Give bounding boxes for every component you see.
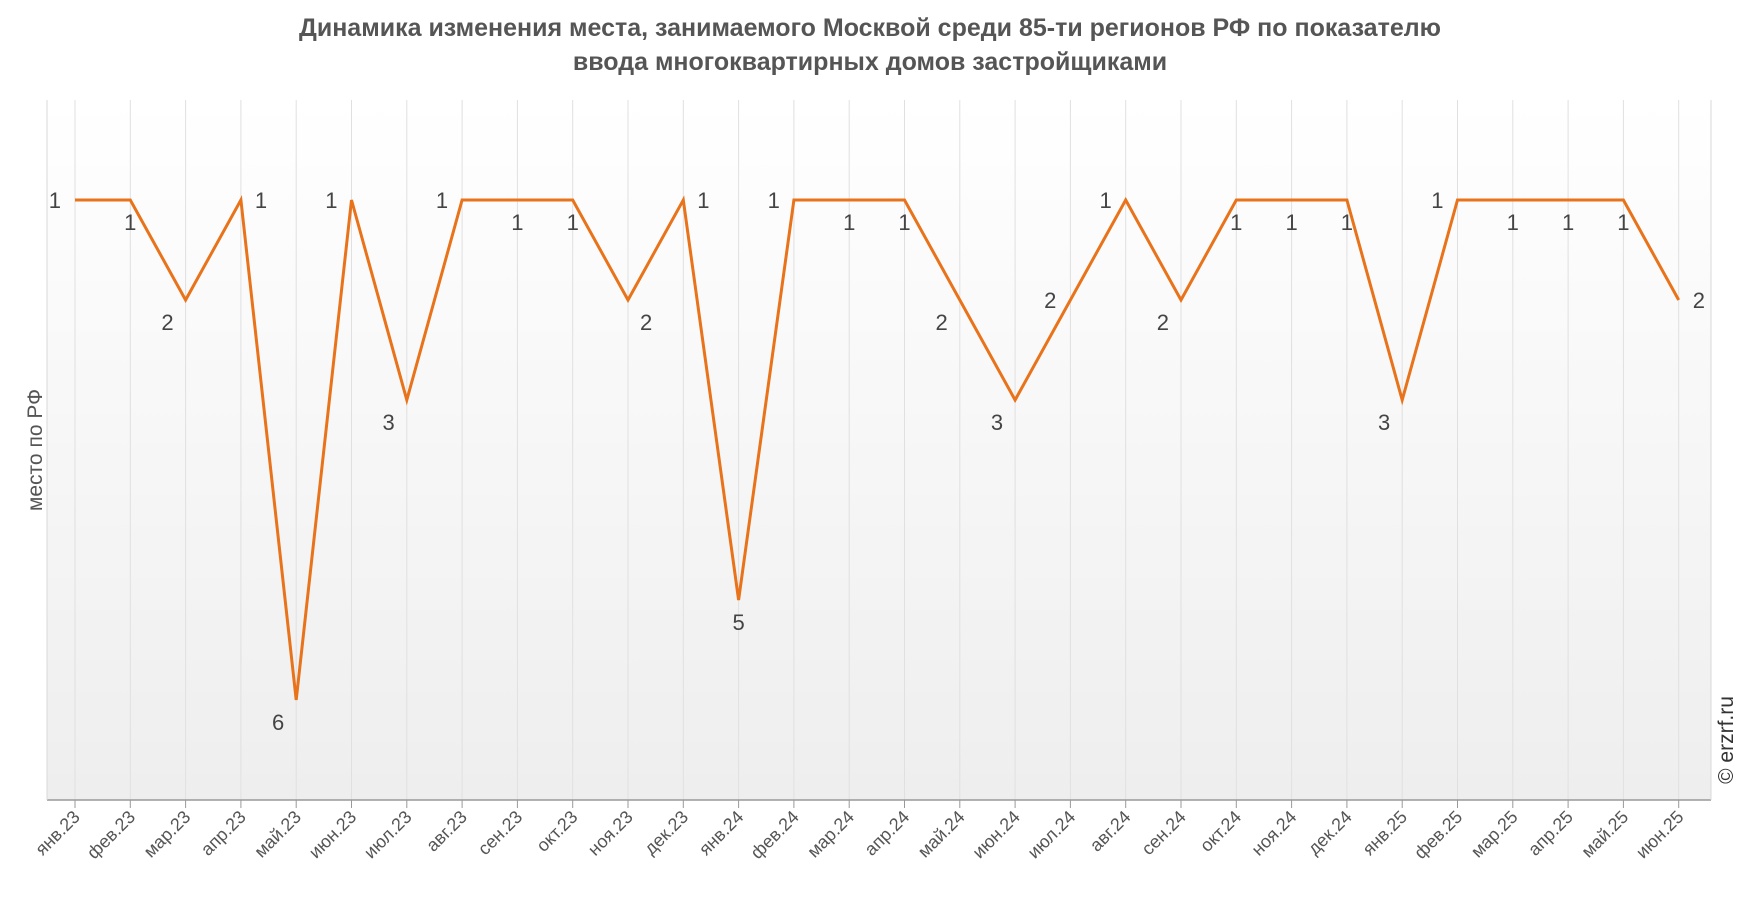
x-tick-label: апр.25 xyxy=(1524,807,1577,860)
data-label: 2 xyxy=(161,310,173,335)
x-tick-label: сен.23 xyxy=(474,807,526,859)
data-label: 1 xyxy=(567,210,579,235)
x-tick-label: янв.24 xyxy=(695,807,748,860)
data-label: 1 xyxy=(255,188,267,213)
data-label: 1 xyxy=(1431,188,1443,213)
data-label: 1 xyxy=(898,210,910,235)
data-label: 1 xyxy=(1099,188,1111,213)
x-tick-label: мар.23 xyxy=(140,807,195,862)
data-label: 2 xyxy=(1044,288,1056,313)
x-tick-label: май.25 xyxy=(1577,807,1632,862)
x-tick-label: июл.24 xyxy=(1024,807,1080,863)
x-tick-label: июн.24 xyxy=(968,807,1024,863)
data-label: 1 xyxy=(436,188,448,213)
x-tick-label: май.24 xyxy=(914,807,969,862)
x-tick-label: июл.23 xyxy=(360,807,416,863)
data-label: 1 xyxy=(1230,210,1242,235)
x-tick-label: июн.25 xyxy=(1632,807,1688,863)
x-tick-label: янв.25 xyxy=(1359,807,1412,860)
data-label: 6 xyxy=(272,710,284,735)
x-axis-tick-labels: янв.23 фев.23 мар.23 апр.23 май.23 июн.23 июл.… xyxy=(31,807,1687,863)
x-axis-tick-marks xyxy=(74,800,1680,808)
data-label: 1 xyxy=(511,210,523,235)
data-label: 3 xyxy=(1378,410,1390,435)
x-tick-label: фев.24 xyxy=(747,807,803,863)
x-tick-label: дек.23 xyxy=(640,807,692,859)
data-label: 3 xyxy=(383,410,395,435)
x-tick-label: июн.23 xyxy=(305,807,361,863)
data-label: 1 xyxy=(1562,210,1574,235)
x-tick-label: апр.24 xyxy=(860,807,913,860)
data-label: 1 xyxy=(325,188,337,213)
data-label: 2 xyxy=(1693,288,1705,313)
data-label: 2 xyxy=(1157,310,1169,335)
x-tick-label: сен.24 xyxy=(1138,807,1190,859)
data-label: 1 xyxy=(1341,210,1353,235)
data-label: 5 xyxy=(732,610,744,635)
data-label: 2 xyxy=(640,310,652,335)
copyright-text: © erzrf.ru xyxy=(1715,696,1738,784)
x-tick-label: авг.23 xyxy=(422,807,471,856)
data-label: 1 xyxy=(697,188,709,213)
data-label: 1 xyxy=(124,210,136,235)
x-tick-label: фев.25 xyxy=(1410,807,1466,863)
x-tick-label: ноя.24 xyxy=(1248,807,1301,860)
data-label: 3 xyxy=(991,410,1003,435)
grid-lines xyxy=(74,100,1680,800)
x-tick-label: окт.23 xyxy=(532,807,581,856)
x-tick-label: май.23 xyxy=(250,807,305,862)
x-tick-label: апр.23 xyxy=(197,807,250,860)
x-tick-label: мар.24 xyxy=(803,807,858,862)
data-labels: 1 1 2 1 6 1 3 1 1 1 2 1 5 1 1 1 2 3 2 1 2 1 1 1 3 1 1 1 1 2 xyxy=(49,188,1705,735)
chart-title-line-2: ввода многоквартирных домов застройщикам… xyxy=(573,48,1167,76)
data-label: 1 xyxy=(843,210,855,235)
data-label: 1 xyxy=(1285,210,1297,235)
chart-title-line-1: Динамика изменения места, занимаемого Мо… xyxy=(299,14,1441,42)
x-tick-label: янв.23 xyxy=(31,807,84,860)
x-tick-label: авг.24 xyxy=(1086,807,1135,856)
data-label: 1 xyxy=(49,188,61,213)
x-tick-label: окт.24 xyxy=(1196,807,1245,856)
data-label: 1 xyxy=(768,188,780,213)
y-axis-label: место по РФ xyxy=(24,389,47,511)
data-label: 2 xyxy=(936,310,948,335)
x-tick-label: мар.25 xyxy=(1467,807,1522,862)
x-tick-label: дек.24 xyxy=(1304,807,1356,859)
series-line xyxy=(75,195,1681,701)
data-label: 1 xyxy=(1617,210,1629,235)
x-tick-label: фев.23 xyxy=(83,807,139,863)
x-tick-label: ноя.23 xyxy=(584,807,637,860)
data-label: 1 xyxy=(1507,210,1519,235)
